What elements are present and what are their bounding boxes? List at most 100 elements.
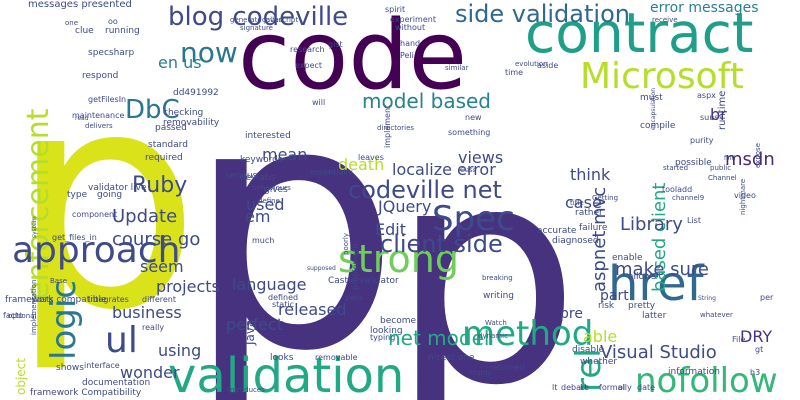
word-released: released bbox=[278, 300, 347, 319]
word-writing: writing bbox=[483, 291, 514, 301]
word-expose: expose bbox=[754, 143, 762, 168]
word-much: much bbox=[252, 236, 274, 245]
word-video: video bbox=[734, 191, 756, 200]
word-encapsulation: encapsulation bbox=[650, 88, 657, 130]
word-spec: Spec bbox=[432, 199, 515, 239]
word-make-sure: make sure bbox=[615, 259, 709, 280]
word-returned: returned bbox=[490, 363, 524, 372]
word-posts: posts bbox=[32, 295, 53, 304]
word-getting: Getting bbox=[592, 194, 618, 202]
word-side-validation: side validation bbox=[455, 0, 630, 28]
word-framework-compatible: framework compatible bbox=[5, 295, 107, 305]
word-channel9: channel9 bbox=[672, 194, 704, 202]
word-find: find bbox=[724, 155, 736, 162]
word-em: em bbox=[245, 207, 270, 226]
word-dd491992: dd491992 bbox=[173, 88, 219, 98]
word-update: Update bbox=[112, 206, 177, 227]
word-delivers: delivers bbox=[85, 122, 113, 130]
word-ruby: Ruby bbox=[132, 173, 187, 198]
word-used: used bbox=[246, 195, 284, 214]
word-aside: aside bbox=[537, 61, 558, 70]
word-library: Library bbox=[620, 214, 683, 235]
word-will: will bbox=[312, 98, 325, 107]
word-br: br bbox=[710, 105, 727, 124]
word-mean: mean bbox=[262, 145, 307, 164]
word-language: language bbox=[232, 275, 307, 294]
word-business: business bbox=[112, 303, 182, 322]
word-dbc: DbC bbox=[125, 95, 180, 125]
word-aspnet-mvc: aspnet mvc bbox=[589, 187, 610, 292]
word-going: going bbox=[97, 190, 122, 200]
word-p: p bbox=[390, 102, 580, 400]
word-dry: DRY bbox=[740, 327, 772, 346]
word-localize-error: localize error bbox=[392, 160, 496, 179]
word-castle-validator: Castle validator bbox=[328, 276, 399, 286]
word-framework-compatibility: framework Compatibility bbox=[30, 388, 142, 398]
word-microsoft: Microsoft bbox=[580, 56, 744, 97]
word-msdn: msdn bbox=[725, 149, 775, 170]
word-poorly: poorly bbox=[342, 233, 350, 255]
word-list: List bbox=[687, 216, 701, 225]
word-clue: clue bbox=[75, 26, 94, 36]
word-approach: approach bbox=[12, 230, 180, 271]
word-enable: enable bbox=[612, 253, 643, 263]
word-method: method bbox=[462, 314, 593, 354]
word-running: running bbox=[105, 26, 140, 36]
word-facto: facto bbox=[3, 311, 23, 320]
word-tooladd: tooladd bbox=[662, 185, 692, 194]
word-evolution: evolution bbox=[515, 60, 548, 68]
word-respond: respond bbox=[82, 71, 118, 81]
word-model-based: model based bbox=[362, 89, 491, 113]
word-diagnosed: diagnosed bbox=[552, 236, 599, 246]
word-specsharp: specsharp bbox=[88, 48, 134, 58]
word-case: case bbox=[565, 193, 602, 212]
word-aspx: aspx bbox=[697, 91, 716, 100]
word-strong: strong bbox=[338, 237, 459, 281]
word-seem: seem bbox=[140, 257, 184, 276]
word-keywords: keywords bbox=[240, 155, 283, 165]
word-perfect: perfect bbox=[226, 315, 283, 334]
word-accurate: accurate bbox=[537, 226, 577, 236]
word-gives: gives bbox=[264, 185, 288, 195]
word-views: views bbox=[458, 148, 503, 167]
word-spirit: spirit bbox=[385, 5, 405, 14]
word-part: part bbox=[600, 288, 629, 304]
word-crux: crux bbox=[318, 168, 332, 175]
word-disable: disable bbox=[572, 345, 605, 355]
word-net-model: net model bbox=[388, 326, 489, 350]
word-wonder: wonder bbox=[120, 363, 180, 382]
word-directories: directories bbox=[377, 124, 414, 132]
word-h3: h3 bbox=[750, 368, 760, 377]
word-gist: gist bbox=[328, 40, 343, 49]
word-nicest-one: nicest one bbox=[428, 353, 475, 363]
word-debate: debate bbox=[561, 383, 589, 392]
word-using: using bbox=[158, 341, 201, 360]
word-essentially: essentially bbox=[310, 168, 353, 177]
word-visual-studio: Visual Studio bbox=[600, 342, 717, 363]
word-signature: signature bbox=[240, 24, 273, 32]
word-generate-javascript: generate javascript bbox=[230, 16, 298, 24]
word-rel: rel bbox=[569, 348, 609, 392]
word-removability: removability bbox=[163, 118, 220, 128]
word-nofollow: nofollow bbox=[635, 361, 778, 400]
word-implement: implement bbox=[383, 105, 392, 148]
word-documentation: documentation bbox=[82, 378, 150, 388]
word-suns: suns bbox=[700, 113, 718, 122]
word-nightmare: nightmare bbox=[739, 179, 747, 215]
word-channel: Channel bbox=[708, 174, 737, 182]
word-peli: Peli bbox=[400, 51, 414, 60]
word-watch: Watch bbox=[485, 319, 507, 327]
word-object: object bbox=[14, 358, 28, 395]
word-file: File bbox=[732, 335, 745, 344]
word-integrates: integrates bbox=[88, 295, 129, 304]
word-p: p bbox=[185, 30, 401, 400]
word-looking: looking bbox=[370, 326, 403, 336]
word-problematic: problematic bbox=[351, 242, 360, 290]
word-something: something bbox=[448, 128, 490, 137]
word-date: date bbox=[637, 383, 655, 392]
word-string: String bbox=[698, 295, 716, 302]
word-shows: shows bbox=[56, 363, 84, 373]
word-lt: lt bbox=[552, 383, 557, 392]
word-removable: removable bbox=[315, 353, 358, 362]
